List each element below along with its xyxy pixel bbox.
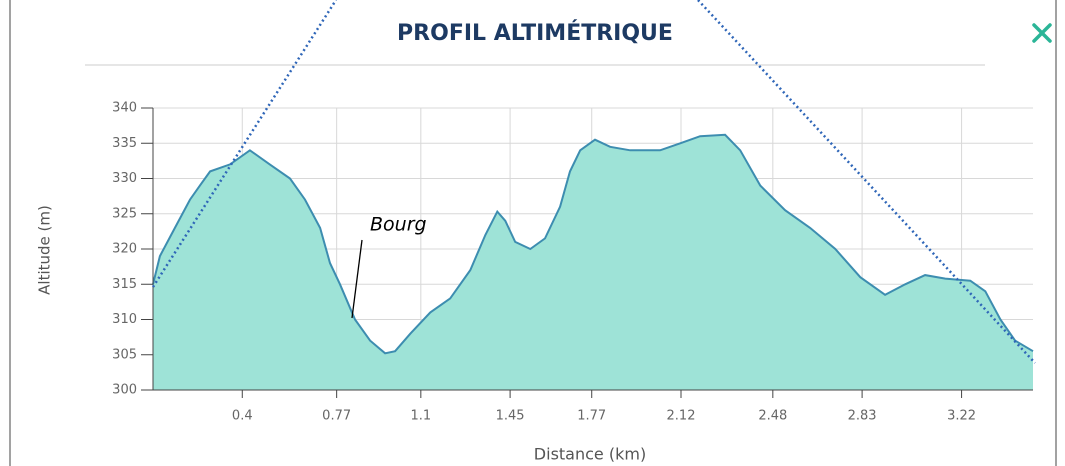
x-tick-label: 2.83 [848,409,877,424]
y-tick-label: 330 [112,171,137,186]
y-tick-label: 335 [112,136,137,151]
x-tick-label: 1.77 [577,409,606,424]
y-tick-label: 340 [112,101,137,116]
y-axis-label: Altitude (m) [36,205,54,295]
area-fill [153,134,1033,390]
annotation: Bourg [370,214,427,236]
dotted-guide [151,0,338,288]
y-tick-label: 325 [112,206,137,221]
y-tick-label: 320 [112,242,137,257]
x-tick-label: 1.45 [496,409,525,424]
y-tick-label: 305 [112,347,137,362]
x-tick-label: 3.22 [947,409,976,424]
area-line [152,133,1034,355]
x-tick-label: 0.4 [232,409,253,424]
y-tick-label: 315 [112,277,137,292]
annotation-pointer [351,239,363,319]
x-tick-label: 2.48 [758,409,787,424]
x-tick-label: 1.1 [410,409,431,424]
plot: 300 305 310 315 320 325 330 335 340 0.4 0.77 1.1 1.4… [112,101,1034,424]
x-tick-label: 2.12 [667,409,696,424]
y-tick-label: 310 [112,312,137,327]
chart-title: PROFIL ALTIMÉTRIQUE [397,20,673,46]
y-tick-label: 300 [112,383,137,398]
close-button[interactable] [1032,23,1052,43]
x-tick-label: 0.77 [322,409,351,424]
x-axis-label: Distance (km) [534,445,646,464]
